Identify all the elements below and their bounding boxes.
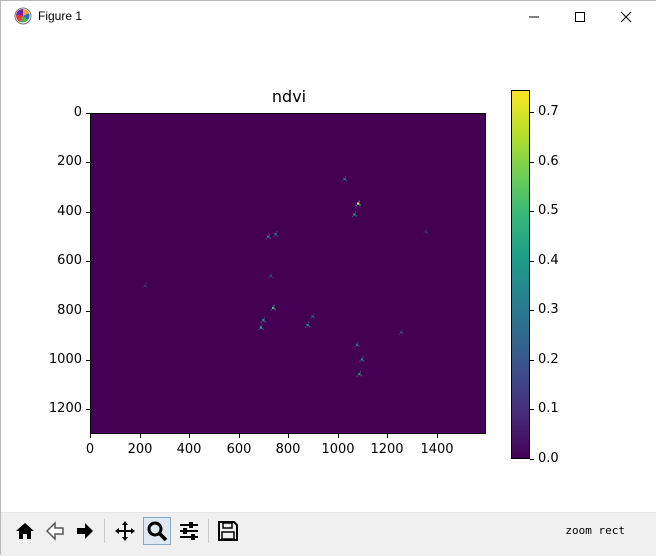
y-tick-mark [86, 113, 90, 114]
x-tick-label: 0 [85, 442, 95, 457]
x-tick-mark [387, 434, 388, 438]
colorbar [511, 90, 530, 459]
ndvi-hotspot [398, 329, 404, 335]
plot-title: ndvi [271, 87, 307, 106]
window-title: Figure 1 [38, 9, 83, 23]
close-icon [620, 11, 632, 22]
save-button[interactable] [214, 517, 242, 545]
ndvi-hotspot [142, 282, 148, 289]
ndvi-hotspot [268, 272, 274, 279]
x-tick-mark [239, 434, 240, 438]
x-tick-mark [189, 434, 190, 438]
colorbar-tick-mark [530, 261, 534, 262]
colorbar-tick-label: 0.6 [538, 154, 559, 169]
ndvi-hotspot [273, 231, 279, 237]
status-message: zoom rect [565, 524, 625, 537]
configure-subplots-button[interactable] [175, 517, 203, 545]
figure-canvas[interactable]: ndvi 0 200 400 600 800 1000 1200 0 200 400 600 800… [1, 32, 656, 512]
x-tick-label: 400 [176, 442, 202, 457]
minimize-button[interactable] [511, 1, 557, 32]
maximize-button[interactable] [557, 1, 603, 32]
colorbar-tick-label: 0.7 [538, 104, 559, 119]
colorbar-tick-mark [530, 162, 534, 163]
back-icon [45, 521, 64, 541]
ndvi-hotspot [354, 341, 360, 348]
image-axes[interactable] [90, 113, 486, 434]
colorbar-tick-mark [530, 112, 534, 113]
y-tick-label: 400 [57, 204, 82, 219]
pan-icon [115, 521, 135, 541]
colorbar-tick-mark [530, 360, 534, 361]
title-bar[interactable]: Figure 1 [1, 1, 656, 32]
ndvi-hotspot [356, 371, 363, 377]
y-tick-mark [86, 311, 90, 312]
save-icon [218, 521, 238, 541]
y-tick-label: 0 [73, 105, 82, 120]
colorbar-tick-label: 0.3 [538, 302, 559, 317]
zoom-icon [147, 521, 168, 542]
y-tick-mark [86, 409, 90, 410]
forward-icon [77, 523, 93, 539]
matplotlib-logo-icon [14, 7, 32, 25]
x-tick-mark [437, 434, 438, 438]
ndvi-hotspot [423, 228, 429, 235]
ndvi-hotspot [359, 356, 365, 362]
ndvi-hotspot [351, 211, 358, 218]
x-tick-label: 1400 [420, 442, 454, 457]
ndvi-hotspot [310, 313, 316, 319]
x-tick-label: 1000 [321, 442, 355, 457]
colorbar-tick-label: 0.2 [538, 352, 559, 367]
zoom-button[interactable] [143, 517, 171, 545]
ndvi-hotspot [270, 304, 276, 311]
y-tick-label: 200 [57, 154, 82, 169]
maximize-icon [575, 11, 585, 22]
colorbar-tick-label: 0.4 [538, 253, 559, 268]
y-tick-mark [86, 162, 90, 163]
x-tick-label: 600 [226, 442, 252, 457]
x-tick-label: 800 [275, 442, 301, 457]
ndvi-hotspot [342, 175, 348, 182]
colorbar-tick-label: 0.5 [538, 203, 559, 218]
x-tick-label: 200 [127, 442, 153, 457]
colorbar-tick-mark [530, 409, 534, 410]
colorbar-tick-label: 0.1 [538, 401, 559, 416]
colorbar-tick-mark [530, 459, 534, 460]
home-icon [16, 523, 34, 539]
ndvi-hotspot [258, 324, 264, 331]
x-tick-mark [288, 434, 289, 438]
back-button[interactable] [41, 517, 69, 545]
home-button[interactable] [11, 517, 39, 545]
x-tick-mark [140, 434, 141, 438]
ndvi-hotspot [265, 233, 271, 240]
y-tick-label: 600 [57, 253, 82, 268]
subplots-icon [180, 522, 198, 540]
forward-button[interactable] [71, 517, 99, 545]
x-tick-label: 1200 [370, 442, 404, 457]
ndvi-image [142, 175, 429, 377]
navigation-toolbar: zoom rect [1, 512, 656, 556]
minimize-icon [529, 16, 539, 17]
y-tick-label: 800 [57, 303, 82, 318]
x-tick-mark [338, 434, 339, 438]
x-tick-mark [90, 434, 91, 438]
ndvi-hotspot [260, 317, 267, 323]
ndvi-hotspot [355, 200, 361, 207]
y-tick-label: 1200 [48, 401, 82, 416]
y-tick-mark [86, 360, 90, 361]
y-tick-mark [86, 212, 90, 213]
colorbar-tick-mark [530, 211, 534, 212]
close-button[interactable] [603, 1, 649, 32]
colorbar-tick-label: 0.0 [538, 451, 559, 466]
pan-button[interactable] [111, 517, 139, 545]
y-tick-label: 1000 [48, 352, 82, 367]
ndvi-hotspot [305, 321, 311, 328]
colorbar-tick-mark [530, 310, 534, 311]
y-tick-mark [86, 261, 90, 262]
